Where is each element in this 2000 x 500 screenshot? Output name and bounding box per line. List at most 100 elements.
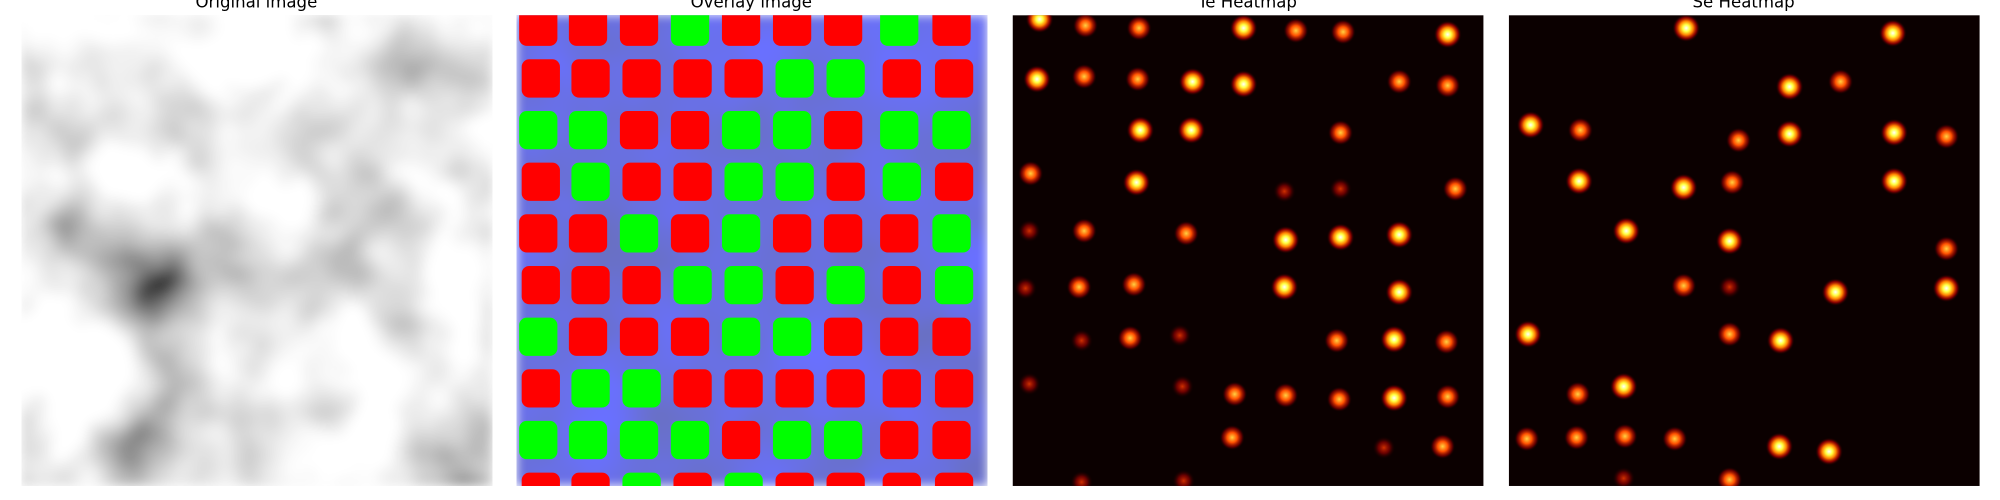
marker (568, 214, 608, 253)
marker (568, 317, 608, 356)
spot (1429, 433, 1456, 460)
spot (1070, 470, 1094, 486)
spot (1933, 235, 1960, 262)
marker (775, 59, 814, 98)
spot (1775, 72, 1804, 101)
marker (882, 369, 921, 408)
marker (724, 472, 763, 486)
marker (880, 214, 919, 253)
marker (568, 15, 608, 46)
se-heatmap (1508, 15, 1980, 486)
marker (772, 214, 812, 253)
marker (619, 214, 659, 253)
panel-title: Se Heatmap (1693, 0, 1795, 12)
marker (772, 420, 812, 460)
spot (1271, 225, 1300, 254)
spot (1612, 216, 1641, 245)
marker (775, 472, 814, 486)
spot (1017, 219, 1041, 243)
marker (932, 420, 971, 460)
spot (1821, 278, 1850, 307)
marker (721, 420, 761, 460)
marker (519, 420, 558, 460)
marker (724, 59, 763, 98)
marker (772, 15, 812, 46)
spot (1716, 466, 1743, 486)
marker (826, 265, 865, 305)
spot (1516, 110, 1545, 140)
marker (670, 110, 710, 150)
spot (1766, 326, 1795, 355)
marker (673, 369, 712, 408)
spot (1386, 68, 1412, 95)
marker (568, 110, 608, 150)
spot (1718, 275, 1742, 299)
marker (880, 420, 919, 460)
spot (1765, 432, 1794, 461)
marker (934, 59, 974, 98)
marker (880, 110, 919, 150)
marker (519, 317, 558, 356)
spot (1178, 67, 1207, 96)
spot (1434, 383, 1461, 410)
spot (1567, 117, 1594, 143)
marker (880, 15, 919, 46)
marker (775, 369, 814, 408)
overlay-markers (519, 15, 974, 486)
spot (1017, 372, 1041, 396)
spot (1326, 386, 1353, 412)
spot (1380, 383, 1409, 412)
marker (932, 110, 971, 150)
marker (775, 162, 814, 201)
marker (519, 15, 558, 46)
marker (571, 369, 610, 408)
spot (1219, 424, 1245, 451)
marker (670, 317, 710, 356)
marker (934, 265, 974, 305)
marker (882, 265, 921, 305)
spot (1565, 381, 1591, 407)
marker (721, 110, 761, 150)
marker (619, 317, 659, 356)
marker (622, 472, 661, 486)
te-spots (1014, 15, 1469, 486)
spot (1173, 220, 1199, 247)
marker (724, 369, 763, 408)
marker (932, 317, 971, 356)
spot (1514, 320, 1543, 349)
marker (826, 472, 865, 486)
marker (619, 110, 659, 150)
spot (1014, 276, 1037, 300)
spot (1071, 63, 1097, 90)
marker (934, 369, 974, 408)
spot (1775, 119, 1804, 148)
marker (724, 162, 763, 201)
marker (826, 369, 865, 408)
marker (521, 162, 560, 201)
spot (1670, 272, 1697, 299)
spot (1715, 227, 1744, 256)
marker (826, 59, 865, 98)
spot (1272, 179, 1296, 203)
spot (1372, 436, 1396, 460)
spot (1672, 15, 1701, 43)
marker (932, 214, 971, 253)
spot (1270, 272, 1299, 302)
spot (1725, 127, 1752, 154)
spot (1815, 437, 1844, 466)
spot (1327, 119, 1354, 146)
spot (1716, 321, 1743, 347)
marker (571, 472, 610, 486)
spot (1283, 17, 1309, 44)
spot (1612, 466, 1636, 486)
spot (1229, 15, 1258, 43)
spot (1330, 19, 1356, 45)
marker (622, 265, 661, 305)
marker (568, 420, 608, 460)
marker (823, 420, 863, 460)
marker (772, 110, 812, 150)
spot (1385, 220, 1414, 249)
spot (1071, 218, 1097, 244)
